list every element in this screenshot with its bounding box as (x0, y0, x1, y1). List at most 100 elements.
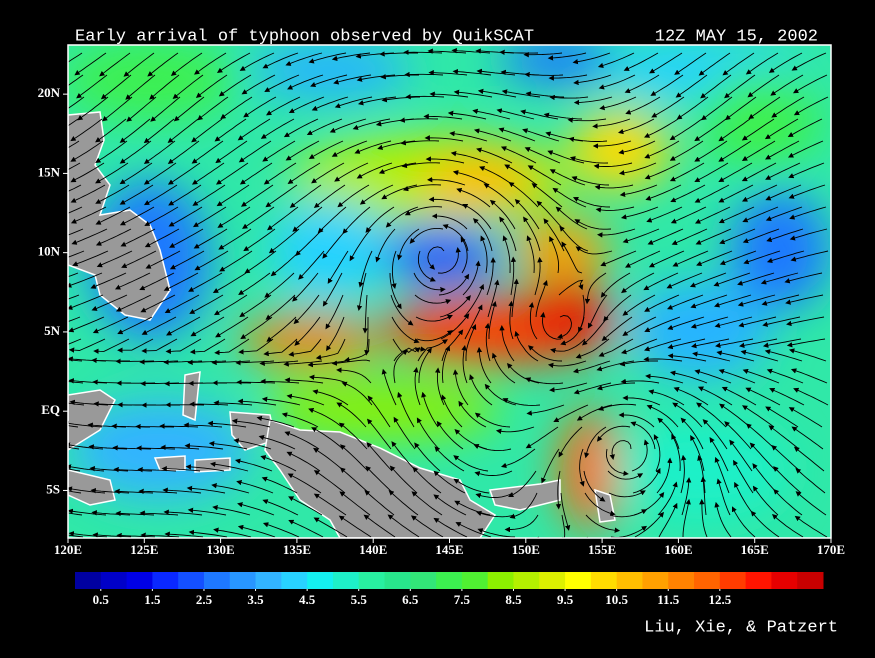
colorbar-swatch (229, 572, 257, 589)
streamline (681, 477, 692, 516)
streamline (387, 514, 420, 538)
y-tick-label: 20N (38, 85, 61, 100)
streamline (68, 381, 84, 384)
streamline (525, 426, 559, 449)
streamline (284, 431, 320, 450)
streamline (643, 356, 683, 362)
streamline (287, 162, 321, 184)
streamline (643, 272, 679, 291)
streamline (366, 441, 393, 472)
streamline (541, 448, 560, 484)
streamline (789, 206, 827, 220)
streamline (138, 488, 178, 495)
streamline (451, 48, 491, 54)
streamline (450, 151, 489, 164)
streamline (211, 359, 251, 366)
streamline (364, 317, 370, 356)
streamline (197, 96, 229, 121)
streamline (454, 500, 491, 516)
streamline (456, 187, 491, 208)
colorbar-label: 4.5 (299, 592, 316, 607)
streamline (68, 468, 81, 472)
streamline (669, 140, 704, 161)
streamline (472, 108, 511, 120)
colorbar-label: 12.5 (708, 592, 731, 607)
streamline (397, 391, 415, 428)
streamline (690, 316, 729, 329)
colorbar-swatch (332, 572, 360, 589)
streamline (692, 351, 731, 362)
streamline (261, 396, 301, 406)
streamline (499, 49, 539, 56)
streamline (787, 140, 824, 158)
streamline (508, 470, 537, 498)
streamline (765, 184, 802, 201)
streamline (393, 346, 426, 362)
streamline (472, 218, 493, 252)
streamline (237, 502, 275, 516)
streamline (388, 489, 419, 516)
streamline (631, 439, 649, 472)
colorbar-swatch (797, 572, 824, 589)
streamline (364, 490, 395, 516)
colorbar-label: 6.5 (402, 592, 419, 607)
streamline (527, 165, 562, 186)
streamline (68, 508, 107, 516)
streamline (393, 416, 416, 450)
streamline (694, 162, 729, 183)
streamline (696, 402, 727, 428)
streamline (700, 74, 732, 99)
colorbar-swatch (436, 572, 463, 589)
streamline (547, 360, 587, 369)
streamline (558, 279, 584, 296)
streamline (525, 91, 565, 98)
streamline (460, 236, 468, 274)
streamline (477, 88, 517, 98)
streamline (163, 272, 199, 291)
streamline (769, 388, 805, 406)
credit: Liu, Xie, & Patzert (644, 618, 838, 637)
streamline (480, 235, 488, 274)
streamline (598, 338, 634, 357)
streamline (412, 466, 442, 494)
streamline (747, 74, 780, 98)
streamline (645, 184, 682, 201)
streamline (359, 184, 394, 205)
streamline (68, 250, 85, 258)
streamline (117, 338, 154, 353)
colorbar-swatch (461, 572, 489, 589)
streamline (752, 485, 779, 516)
streamline (479, 166, 514, 186)
streamline (766, 368, 804, 384)
streamline (308, 52, 347, 64)
streamline (621, 272, 655, 294)
streamline (68, 228, 84, 236)
colorbar-swatch (590, 572, 618, 589)
streamline (592, 118, 631, 129)
streamline (569, 156, 609, 164)
streamline (425, 156, 465, 164)
colorbar-label: 9.5 (557, 592, 574, 607)
streamline (765, 406, 799, 428)
streamline (95, 162, 129, 184)
streamline (543, 112, 583, 120)
streamline (327, 250, 349, 284)
streamline (352, 118, 391, 130)
streamline (385, 206, 419, 228)
streamline (632, 467, 661, 494)
streamline (95, 140, 128, 163)
streamline (410, 515, 444, 538)
streamline (164, 531, 204, 538)
streamline (143, 118, 175, 144)
streamline (790, 368, 828, 384)
streamline (298, 250, 325, 280)
streamline (189, 294, 224, 314)
streamline (558, 426, 583, 458)
streamline (68, 294, 104, 310)
streamline (136, 445, 176, 451)
x-tick-label: 125E (130, 542, 158, 557)
streamline (329, 118, 367, 133)
streamline (191, 118, 223, 143)
streamline (378, 162, 417, 174)
streamline (506, 362, 540, 384)
